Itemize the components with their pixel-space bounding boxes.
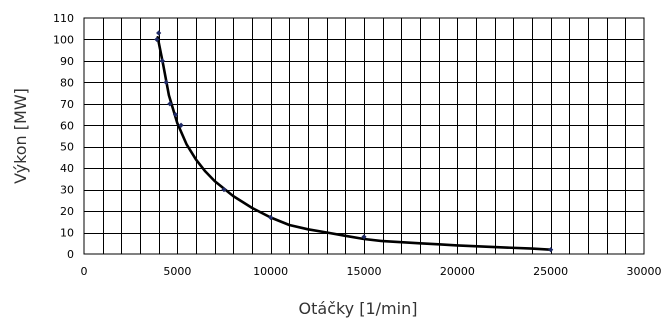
x-tick-label: 10000 (253, 265, 288, 278)
y-tick-label: 100 (53, 33, 74, 46)
x-tick-label: 0 (81, 265, 88, 278)
data-point-marker (548, 247, 554, 253)
y-tick-label: 70 (60, 98, 74, 111)
x-axis-title: Otáčky [1/min] (299, 299, 418, 318)
horizontal-gridlines (84, 39, 644, 234)
x-tick-label: 5000 (163, 265, 191, 278)
y-tick-label: 0 (67, 248, 74, 261)
data-point-marker (221, 187, 227, 193)
y-tick-label: 30 (60, 184, 74, 197)
data-point-marker (163, 79, 169, 85)
data-points (154, 30, 554, 253)
y-tick-label: 50 (60, 141, 74, 154)
data-point-marker (156, 30, 162, 36)
x-tick-label: 30000 (627, 265, 662, 278)
y-tick-label: 80 (60, 76, 74, 89)
y-tick-label: 90 (60, 55, 74, 68)
y-tick-label: 20 (60, 205, 74, 218)
vertical-gridlines (103, 18, 626, 254)
y-tick-label: 110 (53, 12, 74, 25)
data-point-marker (159, 58, 165, 64)
y-tick-label: 10 (60, 227, 74, 240)
x-tick-label: 20000 (440, 265, 475, 278)
y-axis-tick-labels: 0 10 20 30 40 50 60 70 80 90 100 110 (53, 12, 74, 261)
plot-area-frame (83, 17, 645, 255)
data-point-marker (361, 234, 367, 240)
y-tick-label: 60 (60, 119, 74, 132)
x-axis-tick-labels: 0 5000 10000 15000 20000 25000 30000 (81, 265, 662, 278)
data-point-marker (268, 214, 274, 221)
trend-curve (156, 36, 552, 251)
data-point-marker (172, 111, 179, 118)
data-point-marker (178, 122, 184, 128)
data-point-marker (154, 36, 160, 43)
x-tick-label: 25000 (533, 265, 568, 278)
y-axis-title: Výkon [MW] (11, 88, 30, 184)
x-tick-label: 15000 (347, 265, 382, 278)
data-point-marker (167, 101, 173, 107)
y-tick-label: 40 (60, 162, 74, 175)
